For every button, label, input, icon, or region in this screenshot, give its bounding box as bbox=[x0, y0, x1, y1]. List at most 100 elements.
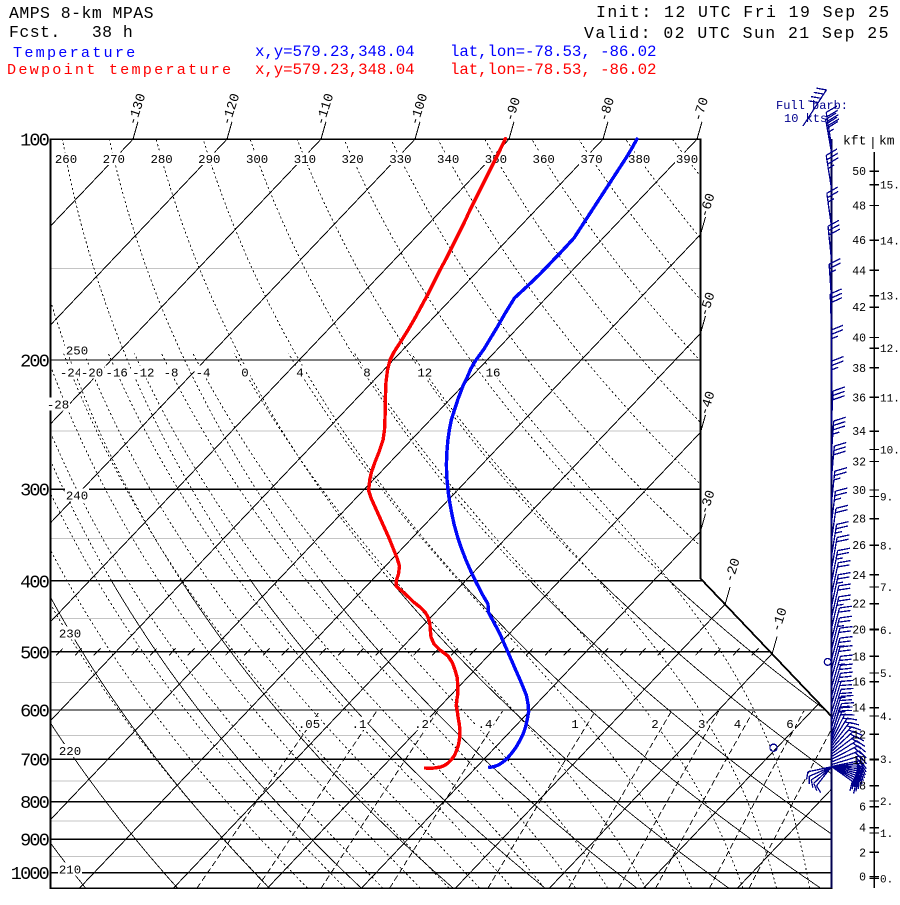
svg-text:390: 390 bbox=[676, 153, 698, 167]
svg-text:-16: -16 bbox=[106, 367, 128, 381]
svg-text:300: 300 bbox=[20, 481, 49, 502]
svg-text:48: 48 bbox=[852, 201, 866, 214]
svg-text:13.: 13. bbox=[880, 292, 900, 304]
svg-text:300: 300 bbox=[246, 153, 268, 167]
svg-text:30: 30 bbox=[852, 485, 866, 498]
svg-text:200: 200 bbox=[20, 352, 49, 373]
svg-text:1000: 1000 bbox=[11, 864, 49, 885]
svg-text:-12: -12 bbox=[132, 367, 154, 381]
svg-text:2: 2 bbox=[651, 718, 658, 732]
svg-text:5.: 5. bbox=[880, 669, 893, 681]
svg-text:-24: -24 bbox=[60, 367, 82, 381]
svg-text:290: 290 bbox=[198, 153, 220, 167]
svg-text:1: 1 bbox=[571, 718, 578, 732]
svg-text:26: 26 bbox=[852, 540, 866, 553]
svg-text:0: 0 bbox=[859, 872, 866, 885]
svg-text:34: 34 bbox=[852, 426, 866, 439]
svg-text:32: 32 bbox=[852, 457, 866, 470]
svg-text:700: 700 bbox=[20, 751, 49, 772]
svg-text:46: 46 bbox=[852, 235, 866, 248]
svg-text:Init: 12 UTC Fri 19 Sep 25: Init: 12 UTC Fri 19 Sep 25 bbox=[596, 3, 891, 22]
svg-text:|: | bbox=[869, 136, 877, 151]
svg-text:Valid: 02 UTC Sun 21 Sep 25: Valid: 02 UTC Sun 21 Sep 25 bbox=[584, 24, 890, 43]
svg-text:4: 4 bbox=[734, 718, 741, 732]
svg-text:360: 360 bbox=[533, 153, 555, 167]
svg-text:36: 36 bbox=[852, 392, 866, 405]
svg-text:0: 0 bbox=[241, 367, 248, 381]
svg-text:20: 20 bbox=[852, 624, 866, 637]
svg-text:14: 14 bbox=[852, 703, 866, 716]
svg-text:320: 320 bbox=[341, 153, 363, 167]
svg-text:6.: 6. bbox=[880, 626, 893, 638]
svg-text:12: 12 bbox=[852, 729, 866, 742]
svg-text:.4: .4 bbox=[478, 718, 493, 732]
svg-text:22: 22 bbox=[852, 599, 866, 612]
svg-text:15.: 15. bbox=[880, 181, 900, 193]
svg-text:28: 28 bbox=[852, 514, 866, 527]
svg-text:12.: 12. bbox=[880, 344, 900, 356]
svg-text:Temperature: Temperature bbox=[13, 44, 137, 62]
svg-text:16: 16 bbox=[486, 367, 501, 381]
svg-text:x,y=579.23,348.04: x,y=579.23,348.04 bbox=[255, 43, 414, 61]
svg-text:.2: .2 bbox=[414, 718, 429, 732]
svg-text:100: 100 bbox=[20, 131, 49, 152]
svg-text:lat,lon=-78.53, -86.02: lat,lon=-78.53, -86.02 bbox=[450, 61, 656, 79]
svg-text:11.: 11. bbox=[880, 393, 900, 405]
svg-text:0.: 0. bbox=[880, 875, 893, 887]
svg-text:330: 330 bbox=[389, 153, 411, 167]
svg-text:280: 280 bbox=[150, 153, 172, 167]
svg-text:8.: 8. bbox=[880, 541, 893, 553]
svg-text:230: 230 bbox=[59, 628, 81, 642]
svg-text:260: 260 bbox=[55, 153, 77, 167]
svg-text:270: 270 bbox=[103, 153, 125, 167]
svg-text:16: 16 bbox=[852, 677, 866, 690]
svg-text:38: 38 bbox=[852, 363, 866, 376]
svg-text:800: 800 bbox=[20, 793, 49, 814]
svg-text:900: 900 bbox=[20, 831, 49, 852]
svg-text:24: 24 bbox=[852, 570, 866, 583]
svg-text:18: 18 bbox=[852, 651, 866, 664]
svg-text:220: 220 bbox=[59, 745, 81, 759]
svg-text:600: 600 bbox=[20, 702, 49, 723]
svg-text:AMPS 8-km MPAS: AMPS 8-km MPAS bbox=[9, 4, 154, 23]
svg-text:370: 370 bbox=[580, 153, 602, 167]
svg-text:km: km bbox=[879, 134, 895, 149]
svg-text:40: 40 bbox=[852, 333, 866, 346]
svg-text:Fcst. 38 h: Fcst. 38 h bbox=[9, 23, 133, 42]
svg-text:kft: kft bbox=[843, 134, 866, 149]
svg-text:4.: 4. bbox=[880, 712, 893, 724]
svg-text:10: 10 bbox=[852, 755, 866, 768]
svg-text:6: 6 bbox=[859, 802, 866, 815]
svg-text:4: 4 bbox=[859, 823, 866, 836]
svg-text:240: 240 bbox=[66, 490, 88, 504]
svg-text:210: 210 bbox=[59, 864, 81, 878]
svg-text:Dewpoint temperature: Dewpoint temperature bbox=[7, 61, 233, 79]
svg-text:500: 500 bbox=[20, 643, 49, 664]
svg-text:310: 310 bbox=[294, 153, 316, 167]
svg-text:380: 380 bbox=[628, 153, 650, 167]
svg-text:-4: -4 bbox=[196, 367, 211, 381]
svg-text:6: 6 bbox=[786, 718, 793, 732]
svg-text:x,y=579.23,348.04: x,y=579.23,348.04 bbox=[255, 61, 414, 79]
svg-text:2: 2 bbox=[859, 847, 866, 860]
svg-text:lat,lon=-78.53, -86.02: lat,lon=-78.53, -86.02 bbox=[450, 43, 656, 61]
svg-text:.05: .05 bbox=[298, 718, 320, 732]
svg-text:50: 50 bbox=[852, 166, 866, 179]
svg-text:8: 8 bbox=[363, 367, 370, 381]
svg-text:14.: 14. bbox=[880, 237, 900, 249]
svg-text:42: 42 bbox=[852, 302, 866, 315]
svg-text:340: 340 bbox=[437, 153, 459, 167]
svg-text:400: 400 bbox=[20, 572, 49, 593]
svg-text:9.: 9. bbox=[880, 493, 893, 505]
svg-text:4: 4 bbox=[296, 367, 303, 381]
svg-text:-8: -8 bbox=[164, 367, 179, 381]
svg-text:3.: 3. bbox=[880, 755, 893, 767]
svg-text:250: 250 bbox=[66, 345, 88, 359]
svg-text:8: 8 bbox=[859, 781, 866, 794]
svg-text:1.: 1. bbox=[880, 829, 893, 841]
svg-text:12: 12 bbox=[417, 367, 432, 381]
svg-text:.1: .1 bbox=[352, 718, 367, 732]
svg-text:3: 3 bbox=[698, 718, 705, 732]
svg-text:44: 44 bbox=[852, 265, 866, 278]
svg-text:10.: 10. bbox=[880, 446, 900, 458]
